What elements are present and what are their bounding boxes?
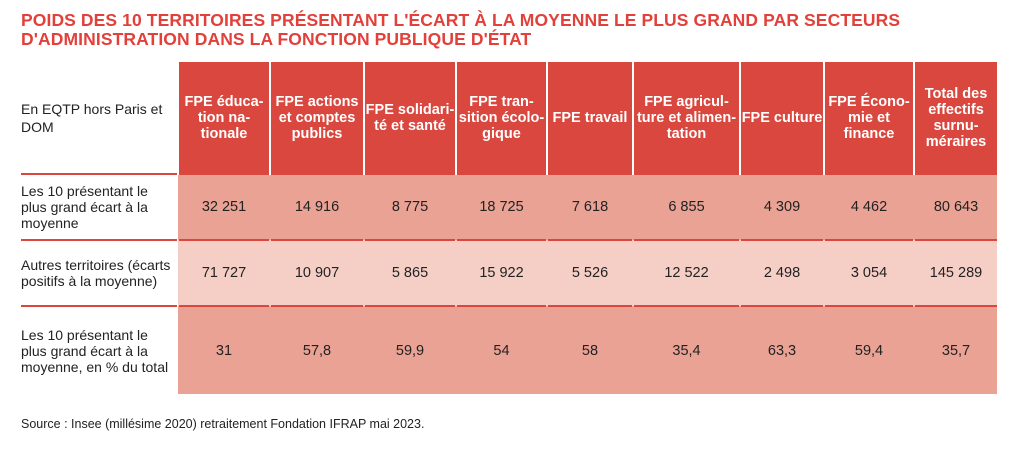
row-label: Autres territoires (écarts positifs à la… — [21, 239, 178, 306]
table-cell: 7 618 — [547, 173, 633, 240]
table-cell: 71 727 — [178, 239, 270, 306]
row-label: Les 10 présentant le plus grand écart à … — [21, 173, 178, 240]
title-line-1: POIDS DES 10 TERRITOIRES PRÉSENTANT L'ÉC… — [21, 10, 901, 30]
table-cell: 35,7 — [914, 305, 997, 394]
table-cell: 4 462 — [824, 173, 914, 240]
table-cell: 2 498 — [740, 239, 824, 306]
table-cell: 12 522 — [633, 239, 740, 306]
table-row: Les 10 présentant le plus grand écart à … — [21, 173, 997, 240]
table-cell: 31 — [178, 305, 270, 394]
table-cell: 35,4 — [633, 305, 740, 394]
table-header-row: En EQTP hors Paris et DOM FPE éduca-tion… — [21, 62, 997, 174]
table-cell: 5 865 — [364, 239, 456, 306]
data-table: En EQTP hors Paris et DOM FPE éduca-tion… — [21, 62, 997, 394]
column-header: FPE éduca-tion na-tionale — [177, 62, 270, 174]
table-row: Les 10 présentant le plus grand écart à … — [21, 305, 997, 394]
table-cell: 145 289 — [914, 239, 997, 306]
table-cell: 3 054 — [824, 239, 914, 306]
source-note: Source : Insee (millésime 2020) retraite… — [21, 417, 425, 431]
table-cell: 80 643 — [914, 173, 997, 240]
table-cell: 10 907 — [270, 239, 364, 306]
table-cell: 14 916 — [270, 173, 364, 240]
table-cell: 4 309 — [740, 173, 824, 240]
column-header: FPE actions et comptes publics — [269, 62, 364, 174]
table-cell: 59,9 — [364, 305, 456, 394]
column-header: FPE agricul-ture et alimen-tation — [632, 62, 740, 174]
title-line-2: D'ADMINISTRATION DANS LA FONCTION PUBLIQ… — [21, 29, 532, 49]
table-cell: 57,8 — [270, 305, 364, 394]
column-header: FPE Écono-mie et finance — [823, 62, 914, 174]
table-cell: 18 725 — [456, 173, 547, 240]
table-cell: 8 775 — [364, 173, 456, 240]
row-label: Les 10 présentant le plus grand écart à … — [21, 305, 178, 394]
table-row: Autres territoires (écarts positifs à la… — [21, 239, 997, 306]
table-cell: 6 855 — [633, 173, 740, 240]
column-header: FPE solidari-té et santé — [363, 62, 456, 174]
column-header: FPE culture — [739, 62, 824, 174]
table-cell: 58 — [547, 305, 633, 394]
page-title: POIDS DES 10 TERRITOIRES PRÉSENTANT L'ÉC… — [21, 11, 1001, 49]
table-cell: 59,4 — [824, 305, 914, 394]
column-header: FPE travail — [546, 62, 633, 174]
table-cell: 32 251 — [178, 173, 270, 240]
column-header: Total des effectifs surnu-méraires — [913, 62, 997, 174]
table-cell: 63,3 — [740, 305, 824, 394]
corner-label: En EQTP hors Paris et DOM — [21, 62, 178, 174]
table-cell: 54 — [456, 305, 547, 394]
column-header: FPE tran-sition écolo-gique — [455, 62, 547, 174]
table-cell: 5 526 — [547, 239, 633, 306]
table-cell: 15 922 — [456, 239, 547, 306]
